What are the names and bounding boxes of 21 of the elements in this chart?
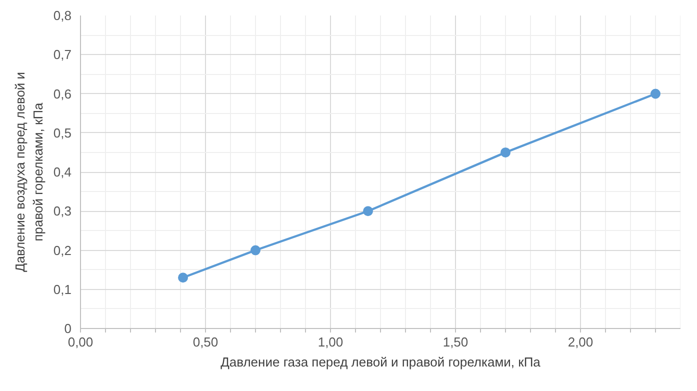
x-axis-title: Давление газа перед левой и правой горелками, кПа [220,354,542,370]
x-tick-label: 1,00 [318,334,344,350]
point [650,88,660,99]
y-tick-label: 0,4 [53,164,72,180]
x-tick-label: 2,00 [568,334,594,350]
point [363,206,373,216]
y-axis-title: Давление воздуха перед левой и правой горелками, кПа [12,72,46,272]
y-tick-label: 0,7 [53,47,72,62]
point [500,147,510,158]
y-tick-label: 0,2 [53,242,72,258]
y-tick-label: 0,5 [53,125,72,140]
point [250,245,260,256]
y-tick-label: 0,1 [53,282,72,297]
point [178,272,188,283]
y-tick-label: 0 [64,321,72,336]
y-tick-label: 0,8 [53,8,72,23]
x-tick-label: 1,50 [442,334,468,350]
y-tick-label: 0,3 [53,204,72,219]
y-tick-label: 0,6 [53,86,72,102]
x-tick-label: 0,00 [68,334,94,350]
x-tick-label: 0,50 [192,334,218,350]
